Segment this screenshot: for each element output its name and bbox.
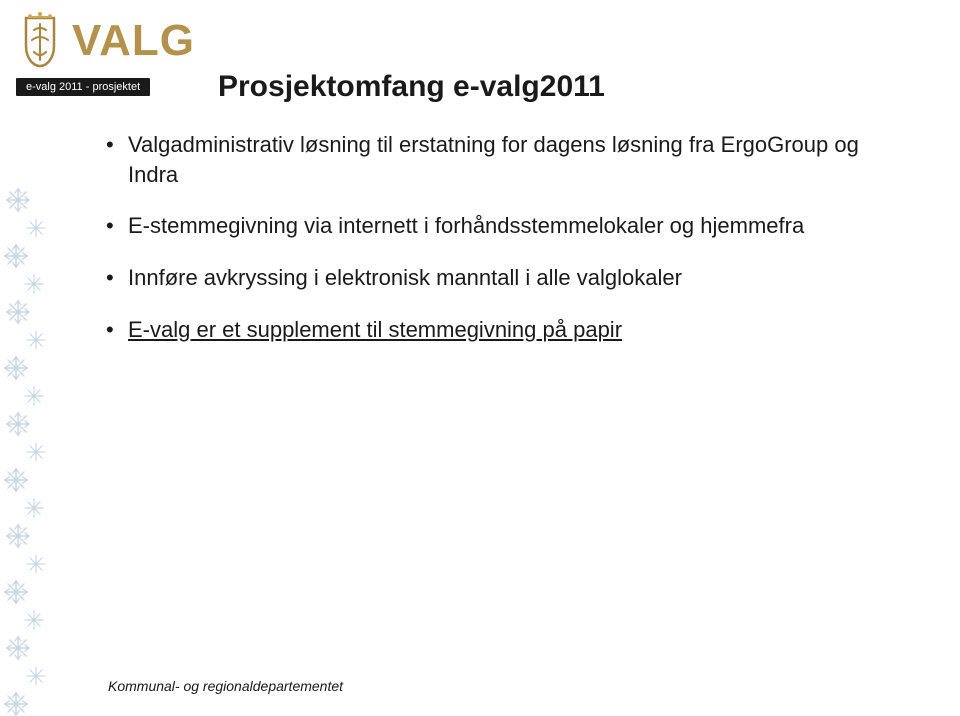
list-item: Valgadministrativ løsning til erstatning… (106, 130, 900, 189)
list-item-text: E-valg er et supplement til stemmegivnin… (128, 317, 622, 342)
list-item-text: Innføre avkryssing i elektronisk manntal… (128, 265, 682, 290)
page-title: Prosjektomfang e-valg2011 (218, 70, 605, 104)
coat-of-arms-icon (16, 10, 64, 72)
footer-text: Kommunal- og regionaldepartementet (108, 678, 343, 694)
logo-wordmark: VALG (72, 19, 195, 63)
slide: VALG e-valg 2011 - prosjektet Prosjektom… (0, 0, 960, 716)
snowflake-pattern-icon (0, 0, 56, 716)
list-item: E-valg er et supplement til stemmegivnin… (106, 315, 900, 345)
logo-subtitle: e-valg 2011 - prosjektet (16, 78, 150, 96)
list-item-text: E-stemmegivning via internett i forhånds… (128, 213, 804, 238)
list-item: Innføre avkryssing i elektronisk manntal… (106, 263, 900, 293)
bullet-list: Valgadministrativ løsning til erstatning… (106, 130, 900, 366)
list-item: E-stemmegivning via internett i forhånds… (106, 211, 900, 241)
logo-row: VALG (16, 10, 195, 72)
snowflake-strip (0, 0, 56, 716)
list-item-text: Valgadministrativ løsning til erstatning… (128, 132, 859, 187)
logo: VALG e-valg 2011 - prosjektet (14, 8, 199, 98)
